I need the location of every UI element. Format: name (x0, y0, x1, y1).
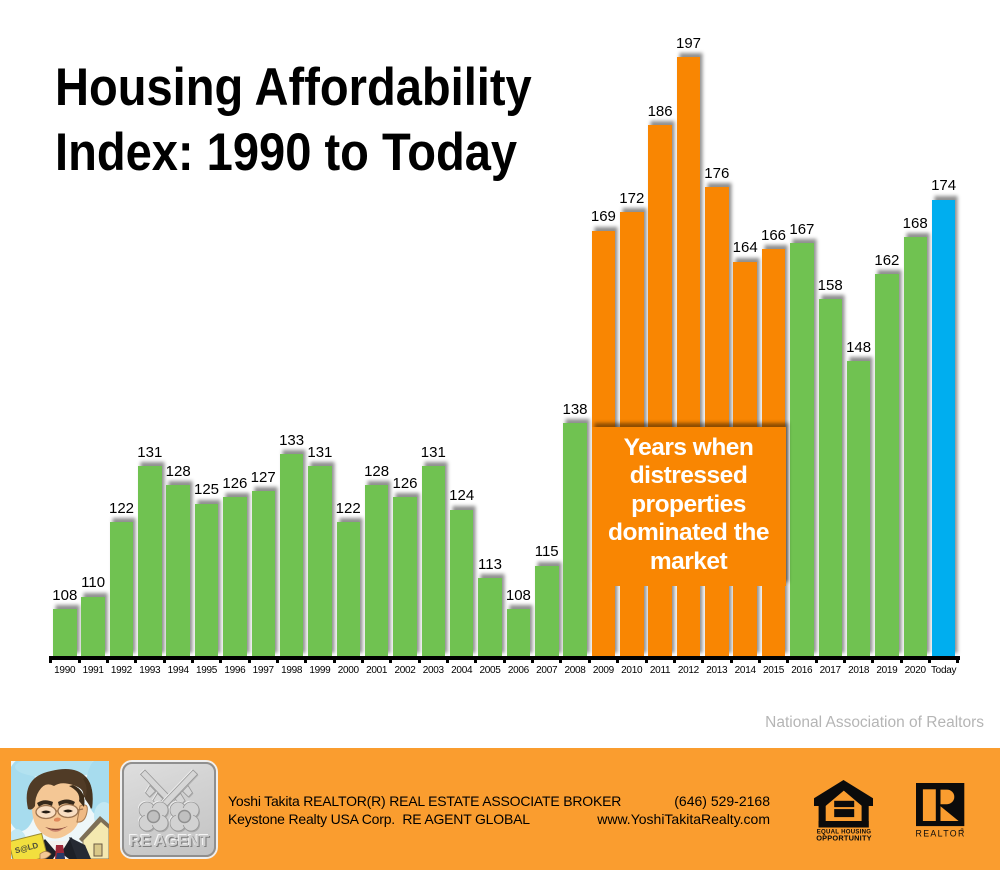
svg-text:REALTOR: REALTOR (916, 828, 966, 838)
svg-text:OPPORTUNITY: OPPORTUNITY (816, 833, 872, 842)
svg-text:EQUAL HOUSING: EQUAL HOUSING (817, 829, 872, 836)
svg-text:®: ® (960, 826, 964, 832)
